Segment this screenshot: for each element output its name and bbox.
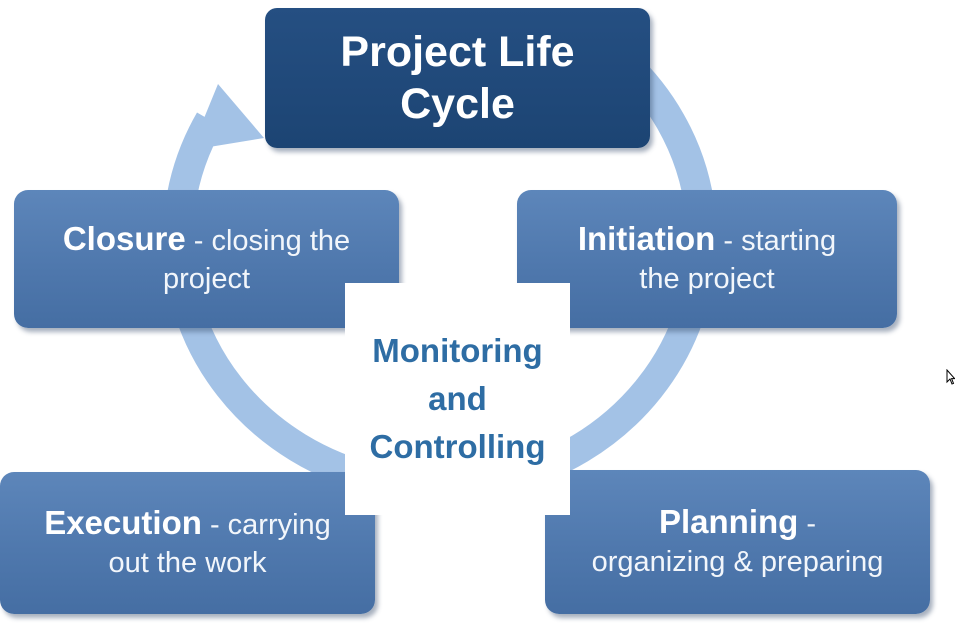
title-line-2: Cycle (400, 80, 515, 128)
stage-closure: Closure - closing the project (14, 190, 399, 328)
stage-execution-name: Execution (44, 504, 202, 541)
stage-closure-desc-2: project (162, 263, 251, 295)
center-line-3: Controlling (369, 428, 546, 465)
stage-closure-desc-1: - closing the (185, 225, 351, 257)
stage-initiation-desc-2: the project (639, 263, 775, 295)
mouse-cursor-icon (946, 369, 955, 385)
stage-execution-desc-2: out the work (108, 547, 267, 579)
center-line-2: and (428, 380, 487, 417)
stage-closure-name: Closure (62, 220, 186, 257)
stage-initiation-desc-1: - starting (715, 225, 837, 257)
stage-execution-desc-1: - carrying (201, 509, 331, 541)
stage-planning: Planning - organizing & preparing (545, 470, 930, 614)
stage-planning-name: Planning (658, 503, 799, 540)
center-line-1: Monitoring (372, 332, 543, 369)
stage-initiation-name: Initiation (577, 220, 716, 257)
monitoring-controlling-box: Monitoring and Controlling (345, 283, 570, 515)
stage-execution: Execution - carrying out the work (0, 472, 375, 614)
stage-initiation: Initiation - starting the project (517, 190, 897, 328)
stage-planning-desc-2: organizing & preparing (591, 546, 884, 578)
title-box: Project Life Cycle (265, 8, 650, 148)
stage-planning-desc-1: - (798, 508, 817, 540)
title-line-1: Project Life (340, 28, 575, 76)
